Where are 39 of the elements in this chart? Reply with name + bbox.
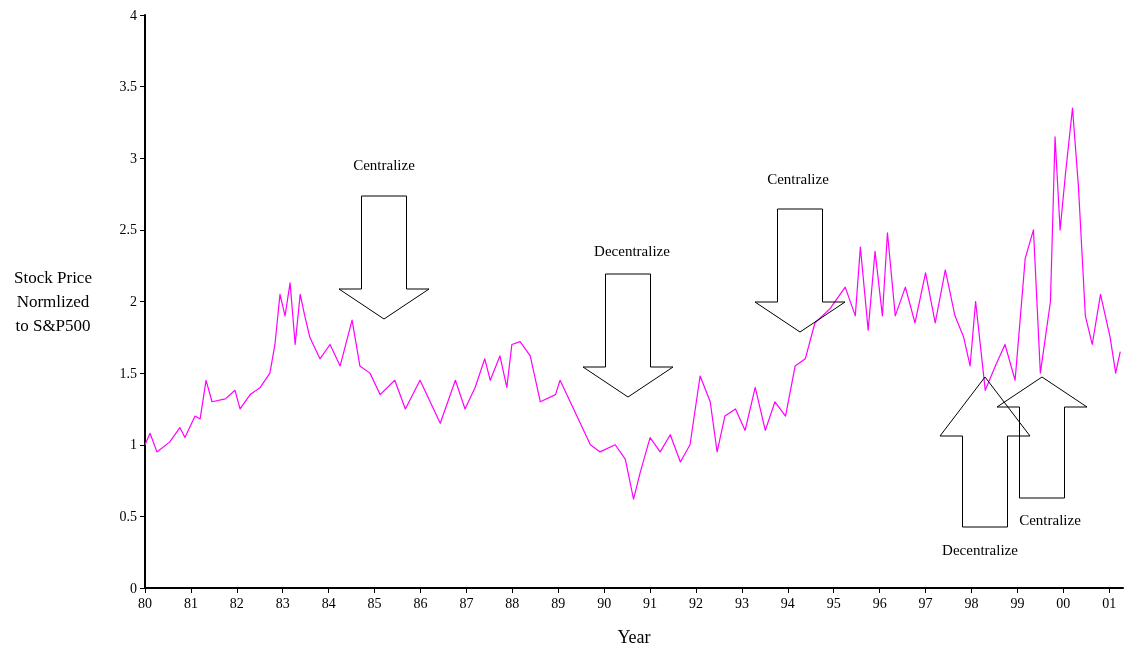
y-tick-label: 1 bbox=[130, 437, 137, 453]
annotation: Centralize bbox=[352, 157, 416, 174]
y-tick-label: 0.5 bbox=[119, 508, 137, 524]
x-tick-label: 83 bbox=[275, 595, 290, 611]
x-tick-label: 97 bbox=[918, 595, 933, 611]
x-tick-label: 89 bbox=[551, 595, 566, 611]
y-tick-label: 2.5 bbox=[119, 222, 137, 238]
y-tick-label: 2 bbox=[130, 294, 137, 309]
x-tick-label: 86 bbox=[413, 595, 428, 611]
y-tick-label: 3.5 bbox=[119, 79, 137, 95]
x-tick-label: 00 bbox=[1056, 595, 1071, 611]
x-tick-label: 92 bbox=[688, 595, 703, 611]
x-tick-label: 82 bbox=[229, 595, 244, 611]
x-tick-label: 85 bbox=[367, 595, 382, 611]
x-tick-label: 95 bbox=[826, 595, 841, 611]
x-tick-label: 80 bbox=[138, 595, 152, 611]
x-tick-label: 99 bbox=[1010, 595, 1025, 611]
x-tick-label: 84 bbox=[321, 595, 336, 611]
y-tick-label: 3 bbox=[130, 150, 137, 166]
x-tick-label: 94 bbox=[780, 595, 795, 611]
x-axis-title: Year bbox=[617, 627, 651, 647]
y-axis-title: Stock Price Normlized to S&P500 bbox=[14, 268, 92, 335]
annotation: Centralize bbox=[1018, 512, 1082, 529]
annotation: Decentralize bbox=[941, 542, 1019, 559]
x-tick-label: 91 bbox=[643, 595, 658, 611]
y-tick-label: 4 bbox=[130, 7, 137, 23]
x-tick-label: 81 bbox=[183, 595, 198, 611]
x-tick-label: 87 bbox=[459, 595, 474, 611]
y-tick-label: 1.5 bbox=[119, 365, 137, 381]
x-tick-label: 90 bbox=[597, 595, 612, 611]
x-tick-label: 01 bbox=[1102, 595, 1117, 611]
x-tick-label: 98 bbox=[964, 595, 979, 611]
x-tick-label: 93 bbox=[734, 595, 749, 611]
x-tick-label: 96 bbox=[872, 595, 887, 611]
y-tick-label: 0 bbox=[130, 580, 137, 596]
line-series bbox=[144, 107, 1121, 500]
x-tick-label: 88 bbox=[505, 595, 520, 611]
annotation: Centralize bbox=[766, 171, 830, 188]
annotation: Decentralize bbox=[593, 243, 671, 260]
